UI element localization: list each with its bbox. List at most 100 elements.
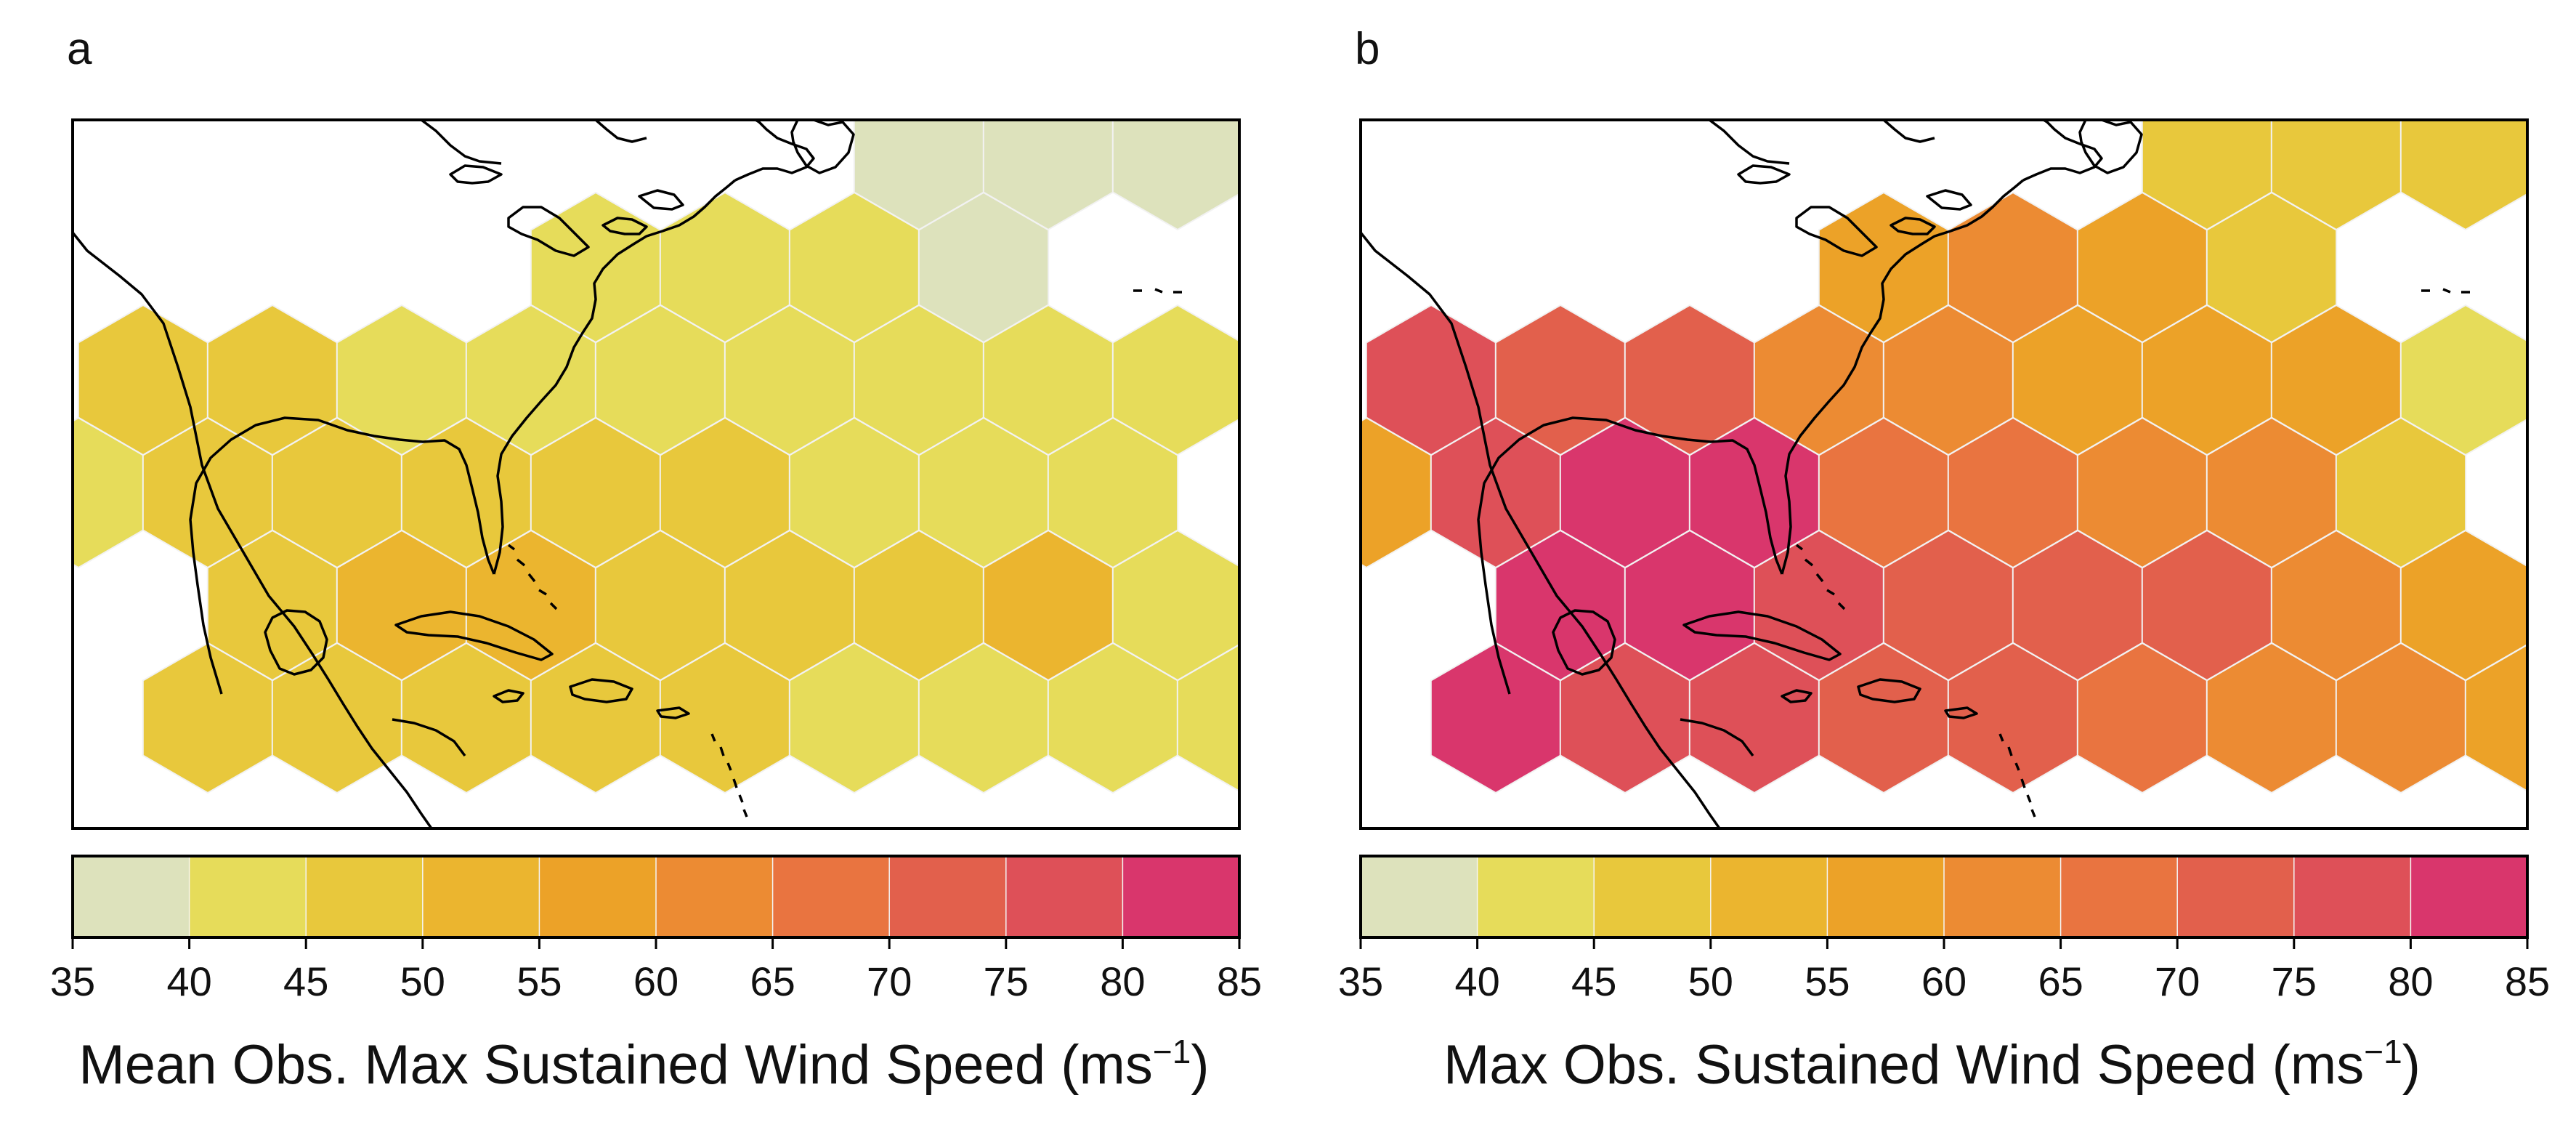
colorbar-tick-label: 50 [400, 959, 445, 1004]
hex-layer [1361, 120, 2527, 794]
colorbar-tick-label: 85 [2505, 959, 2550, 1004]
map-frame [71, 118, 1241, 830]
coastline-segment [2078, 120, 2143, 174]
coastline-segment [449, 164, 503, 185]
coastline-segment [1781, 689, 1812, 703]
coastline-segment [638, 189, 684, 211]
coastline [73, 120, 1182, 828]
coastline-segment [1890, 217, 1936, 235]
colorbar-tick-label: 45 [283, 959, 328, 1004]
map-frame [1359, 118, 2529, 830]
colorbar-tick-label: 75 [2272, 959, 2317, 1004]
coastline-segment [1680, 718, 1754, 757]
coastline-segment [2022, 120, 2103, 182]
coastline-segment [594, 120, 647, 143]
colorbar-tick-label: 60 [633, 959, 679, 1004]
coastline-segment [394, 610, 554, 661]
colorbar-tick-label: 65 [2038, 959, 2083, 1004]
hex-bin [1176, 644, 1239, 792]
colorbar-swatch [1827, 856, 1945, 937]
hex-bin [1111, 120, 1239, 231]
colorbar-tick-label: 60 [1921, 959, 1967, 1004]
colorbar-tick-label: 45 [1571, 959, 1616, 1004]
colorbar-swatch [189, 856, 307, 937]
hex-layer [73, 120, 1239, 794]
coastline-segment [493, 179, 737, 575]
coastline-segment [1944, 706, 1978, 719]
coastline-segment [73, 231, 433, 828]
colorbar-swatch [73, 856, 190, 937]
colorbar-swatch [422, 856, 540, 937]
coastline-segment [1552, 609, 1616, 676]
colorbar-swatch [1361, 856, 1478, 937]
colorbar-swatch [1710, 856, 1828, 937]
colorbar-swatch [889, 856, 1007, 937]
colorbar-tick-label: 70 [2155, 959, 2200, 1004]
coastline-segment [507, 206, 590, 257]
colorbar-tick-label: 55 [1805, 959, 1850, 1004]
coastline-segment [189, 416, 495, 695]
panel-a: a 35 40 45 50 55 60 65 70 75 80 85 Mean Obs. Max S… [50, 24, 1262, 1096]
panel-letter: a [67, 24, 92, 74]
coastline-segment [790, 120, 855, 174]
colorbar-swatch [1122, 856, 1240, 937]
colorbar-swatch [772, 856, 890, 937]
colorbar-tick-label: 40 [1454, 959, 1499, 1004]
coastline-segment [1998, 733, 2036, 818]
colorbar-tick-label: 85 [1217, 959, 1262, 1004]
colorbar-swatch [306, 856, 424, 937]
colorbar: 35 40 45 50 55 60 65 70 75 80 85 [1338, 855, 2550, 1004]
coastline-segment [1133, 288, 1182, 294]
colorbar: 35 40 45 50 55 60 65 70 75 80 85 [50, 855, 1262, 1004]
coastline-segment [420, 120, 502, 165]
coastline-segment [507, 544, 558, 610]
coastline-segment [2421, 288, 2470, 294]
hex-bin [2464, 644, 2527, 792]
coastline-segment [1477, 416, 1783, 695]
panel-b: b 35 40 45 50 55 60 65 70 75 80 85 Max Obs. Sustai… [1288, 0, 2576, 1138]
coastline-segment [1857, 678, 1921, 703]
coastline-segment [264, 609, 328, 676]
colorbar-tick-label: 35 [1338, 959, 1383, 1004]
coastline-segment [392, 718, 466, 757]
coastline-segment [493, 689, 524, 703]
panel-letter: b [1355, 24, 1380, 74]
colorbar-swatch [1594, 856, 1712, 937]
colorbar-tick-label: 35 [50, 959, 95, 1004]
hex-bin [2399, 120, 2527, 231]
colorbar-tick-label: 75 [984, 959, 1029, 1004]
colorbar-swatch [2410, 856, 2528, 937]
colorbar-swatch [1005, 856, 1123, 937]
coastline-segment [1737, 164, 1791, 185]
coastline-segment [656, 706, 690, 719]
colorbar-tick-label: 40 [166, 959, 211, 1004]
coastline-segment [1926, 189, 1972, 211]
colorbar-swatch [2293, 856, 2411, 937]
coastline-segment [602, 217, 648, 235]
coastline [1361, 120, 2470, 828]
colorbar-tick-label: 65 [750, 959, 795, 1004]
colorbar-swatch [656, 856, 774, 937]
colorbar-tick-label: 80 [2388, 959, 2433, 1004]
coastline-segment [1781, 179, 2025, 575]
coastline-segment [1708, 120, 1790, 165]
coastline-segment [1682, 610, 1842, 661]
colorbar-swatch [1477, 856, 1595, 937]
coastline-segment [569, 678, 633, 703]
colorbar-swatch [2177, 856, 2295, 937]
colorbar-tick-label: 50 [1688, 959, 1733, 1004]
map-figure: 35 40 45 50 55 60 65 70 75 80 85 [50, 118, 1262, 1004]
coastline-segment [734, 120, 815, 182]
colorbar-tick-label: 55 [517, 959, 562, 1004]
colorbar-swatch [2060, 856, 2178, 937]
colorbar-title: Mean Obs. Max Sustained Wind Speed (ms−1… [78, 1033, 1210, 1096]
colorbar-swatch [539, 856, 657, 937]
colorbar-tick-label: 80 [1100, 959, 1145, 1004]
colorbar-swatch [1944, 856, 2062, 937]
coastline-segment [1882, 120, 1935, 143]
coastline-segment [1361, 231, 1721, 828]
colorbar-tick-label: 70 [867, 959, 912, 1004]
coastline-segment [710, 733, 748, 818]
coastline-segment [1795, 544, 1846, 610]
colorbar-title: Max Obs. Sustained Wind Speed (ms−1) [1443, 1033, 2421, 1096]
